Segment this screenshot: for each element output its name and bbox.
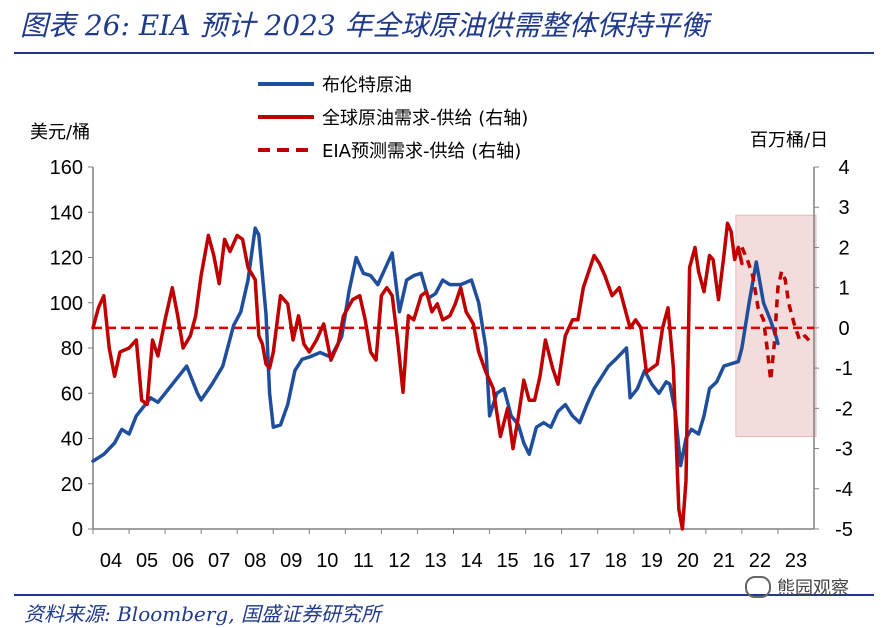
x-tick-label: 06 (172, 550, 194, 572)
x-tick-label: 20 (677, 550, 699, 572)
right-tick-label: -2 (835, 398, 853, 420)
watermark-text: 熊园观察 (777, 578, 849, 599)
x-tick-label: 18 (605, 550, 627, 572)
legend-label-2: EIA预测需求-供给 (右轴) (322, 141, 521, 162)
wechat-icon (745, 576, 771, 598)
x-tick-label: 05 (136, 550, 158, 572)
x-tick-label: 12 (388, 550, 410, 572)
right-tick-label: 4 (838, 157, 849, 179)
x-tick-label: 09 (280, 550, 302, 572)
left-tick-label: 0 (72, 519, 83, 541)
series-line-2 (740, 246, 812, 382)
x-tick-label: 23 (785, 550, 807, 572)
x-tick-label: 08 (244, 550, 266, 572)
left-tick-label: 60 (61, 383, 83, 405)
left-tick-label: 140 (50, 202, 83, 224)
series-line-1 (91, 221, 744, 531)
x-tick-label: 04 (100, 550, 122, 572)
legend-label-0: 布伦特原油 (322, 75, 412, 96)
x-tick-label: 15 (496, 550, 518, 572)
x-tick-label: 21 (713, 550, 735, 572)
footer-divider (14, 594, 874, 596)
x-tick-label: 10 (316, 550, 338, 572)
left-tick-label: 120 (50, 248, 83, 270)
x-tick-label: 16 (533, 550, 555, 572)
right-tick-label: 2 (838, 237, 849, 259)
left-axis-unit: 美元/桶 (30, 122, 90, 143)
source-note: 资料来源: Bloomberg, 国盛证券研究所 (24, 602, 381, 626)
left-tick-label: 40 (61, 429, 83, 451)
x-tick-label: 07 (208, 550, 230, 572)
left-tick-label: 80 (61, 338, 83, 360)
left-tick-label: 20 (61, 474, 83, 496)
right-tick-label: 0 (838, 318, 849, 340)
forecast-shading (735, 214, 817, 437)
right-axis-unit: 百万桶/日 (750, 130, 828, 151)
right-tick-label: 1 (838, 278, 849, 300)
x-tick-label: 19 (641, 550, 663, 572)
left-tick-label: 160 (50, 157, 83, 179)
title-divider (14, 52, 874, 54)
right-tick-label: -4 (835, 479, 853, 501)
x-tick-label: 22 (749, 550, 771, 572)
right-tick-label: -1 (835, 358, 853, 380)
right-tick-label: -3 (835, 439, 853, 461)
legend-label-1: 全球原油需求-供给 (右轴) (322, 108, 528, 129)
right-tick-label: -5 (835, 519, 853, 541)
series-line-0 (91, 226, 780, 468)
x-tick-label: 13 (424, 550, 446, 572)
right-tick-label: 3 (838, 197, 849, 219)
x-tick-label: 11 (353, 550, 374, 572)
chart-title: 图表 26: EIA 预计 2023 年全球原油供需整体保持平衡 (20, 9, 709, 42)
left-tick-label: 100 (50, 293, 83, 315)
watermark: 熊园观察 (745, 574, 849, 600)
x-tick-label: 14 (460, 550, 482, 572)
x-tick-label: 17 (569, 550, 591, 572)
